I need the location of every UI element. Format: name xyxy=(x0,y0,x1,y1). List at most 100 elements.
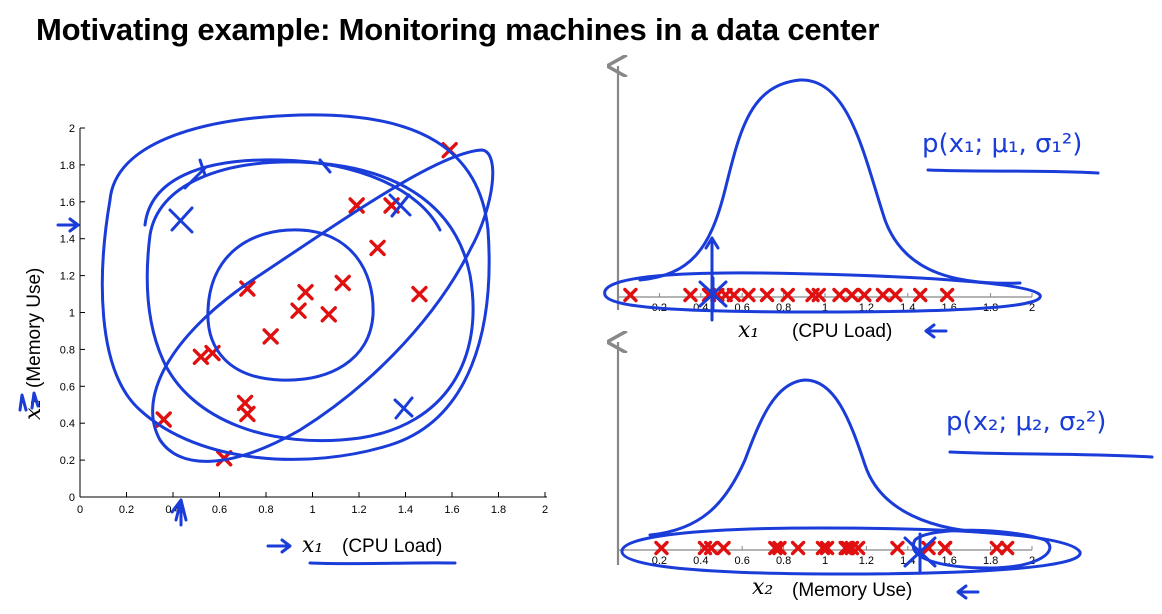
x2-data-point xyxy=(815,540,831,556)
x-tick-label: 0.6 xyxy=(212,504,227,516)
scatter-plot: 0 0.2 0.4 0.6 0.8 1 1.2 1.4 1.6 1.8 200.20.40.60.8… xyxy=(18,113,548,566)
x1-data-point xyxy=(832,287,847,303)
x2-data-point xyxy=(716,540,731,556)
handwritten-contours xyxy=(18,113,495,566)
x2-data-point xyxy=(790,540,806,556)
x2-data-point xyxy=(921,540,936,556)
x2-data-point xyxy=(654,540,669,556)
x1-gaussian-curve xyxy=(638,78,1022,285)
x1-tick-label: 2 xyxy=(1029,302,1035,314)
x2-data-point xyxy=(890,540,905,556)
data-point xyxy=(297,284,314,301)
x1-data-point xyxy=(939,287,955,303)
x2-label-arrow xyxy=(956,584,980,600)
y-tick-label: 0.4 xyxy=(60,418,75,430)
x2-gaussian-curve xyxy=(648,378,1002,537)
x2-data-point xyxy=(840,540,855,556)
slide-title: Motivating example: Monitoring machines … xyxy=(36,12,880,47)
x2-tick-label: 1 xyxy=(822,555,828,567)
x1-data-point xyxy=(623,287,638,303)
x1-axis-label: (CPU Load) xyxy=(792,321,892,342)
x2-tick-label: 1.2 xyxy=(859,555,874,567)
scatter-x-axis-label: (CPU Load) xyxy=(342,536,442,557)
x2-data-point xyxy=(768,540,783,556)
y-axis-arrow-bottom xyxy=(18,391,40,412)
x2-data-point xyxy=(703,540,719,556)
data-point xyxy=(290,302,307,319)
anomaly-x-upper-right xyxy=(388,193,412,218)
contour-outer-2 xyxy=(143,158,442,232)
scatter-ticks: 0 0.2 0.4 0.6 0.8 1 1.2 1.4 1.6 1.8 200.20.40.60.8… xyxy=(60,123,548,516)
x1-data-point xyxy=(888,287,903,303)
x2-data-point xyxy=(819,540,835,556)
x1-data-point xyxy=(913,287,928,303)
data-point xyxy=(192,348,210,365)
x2-star-marker xyxy=(903,532,937,574)
x-tick-label: 0.2 xyxy=(119,504,134,516)
x1-points xyxy=(623,287,955,303)
y-tick-label: 0.2 xyxy=(60,455,75,467)
contour-arrow-top xyxy=(183,158,332,190)
x-tick-label: 1.8 xyxy=(491,504,506,516)
x2-data-point xyxy=(989,540,1005,556)
x2-density-annotation: p(x₂; μ₂, σ₂²) xyxy=(946,407,1106,437)
data-point xyxy=(369,239,386,257)
y-tick-label: 1.4 xyxy=(60,234,75,246)
x2-axis-variable: x₂ xyxy=(752,575,773,600)
x2-tick-label: 0.6 xyxy=(735,555,750,567)
x2-tick-label: 0.8 xyxy=(776,555,791,567)
x1-density-annotation: p(x₁; μ₁, σ₁²) xyxy=(922,129,1082,159)
data-point xyxy=(262,328,279,345)
x2-data-point xyxy=(772,540,787,556)
data-point xyxy=(411,285,428,303)
x2-outlier-loop xyxy=(911,528,1052,570)
x2-data-point xyxy=(850,540,866,556)
y-axis-arrow-left xyxy=(56,217,80,233)
x-tick-label: 0 xyxy=(77,504,83,516)
x-label-underline xyxy=(308,561,457,566)
x-axis-tick-arrows xyxy=(170,498,188,527)
x1-star-marker xyxy=(698,276,728,312)
distribution-plot-x1: 0.2 0.4 0.6 0.8 1 1.2 1.4 1.6 1.8 2 x₁ (CPU Load)… xyxy=(603,66,1100,343)
x1-data-point xyxy=(857,287,872,303)
x1-data-point xyxy=(811,287,826,303)
contour-outer xyxy=(100,113,491,461)
x-tick-label: 1.6 xyxy=(444,504,459,516)
scatter-points xyxy=(155,141,458,467)
scatter-y-axis-label: (Memory Use) xyxy=(24,268,45,388)
x1-data-point xyxy=(726,287,742,303)
data-point xyxy=(334,274,351,292)
contour-tilted xyxy=(151,148,495,463)
x2-data-point xyxy=(999,540,1015,556)
x1-data-point xyxy=(683,287,698,303)
distribution-plot-x2: 0.2 0.4 0.6 0.8 1 1.2 1.4 1.6 1.8 2 x₂ (Memory Us… xyxy=(618,342,1154,601)
x-label-arrow xyxy=(266,538,292,554)
x2-annotation-underline xyxy=(948,450,1154,459)
x1-annotation-underline xyxy=(926,168,1100,175)
contour-middle xyxy=(145,160,475,443)
data-point xyxy=(239,280,256,297)
y-tick-label: 1.8 xyxy=(60,160,75,172)
x2-points xyxy=(654,540,1015,556)
x2-selection-loop xyxy=(620,526,1082,576)
x1-selection-loop xyxy=(603,271,1042,314)
data-point xyxy=(239,405,256,423)
scatter-y-axis-variable: x₂ xyxy=(21,399,46,420)
contour-inner xyxy=(206,228,375,382)
scatter-x-axis-variable: x₁ xyxy=(302,533,323,558)
x-tick-label: 1 xyxy=(309,504,315,516)
x-tick-label: 0.8 xyxy=(258,504,273,516)
x1-label-arrow xyxy=(924,323,948,339)
x2-data-point xyxy=(937,540,953,556)
x1-data-point xyxy=(741,287,756,303)
x-tick-label: 1.4 xyxy=(398,504,413,516)
x1-tick-label: 1.6 xyxy=(942,302,957,314)
anomaly-x-lower-right xyxy=(393,396,414,420)
x2-axis-label: (Memory Use) xyxy=(792,580,912,601)
y-tick-label: 1.2 xyxy=(60,271,75,283)
x-tick-label: 1.2 xyxy=(351,504,366,516)
x1-data-point xyxy=(844,287,860,303)
y-tick-label: 2 xyxy=(69,123,75,135)
y-tick-label: 1 xyxy=(69,308,75,320)
